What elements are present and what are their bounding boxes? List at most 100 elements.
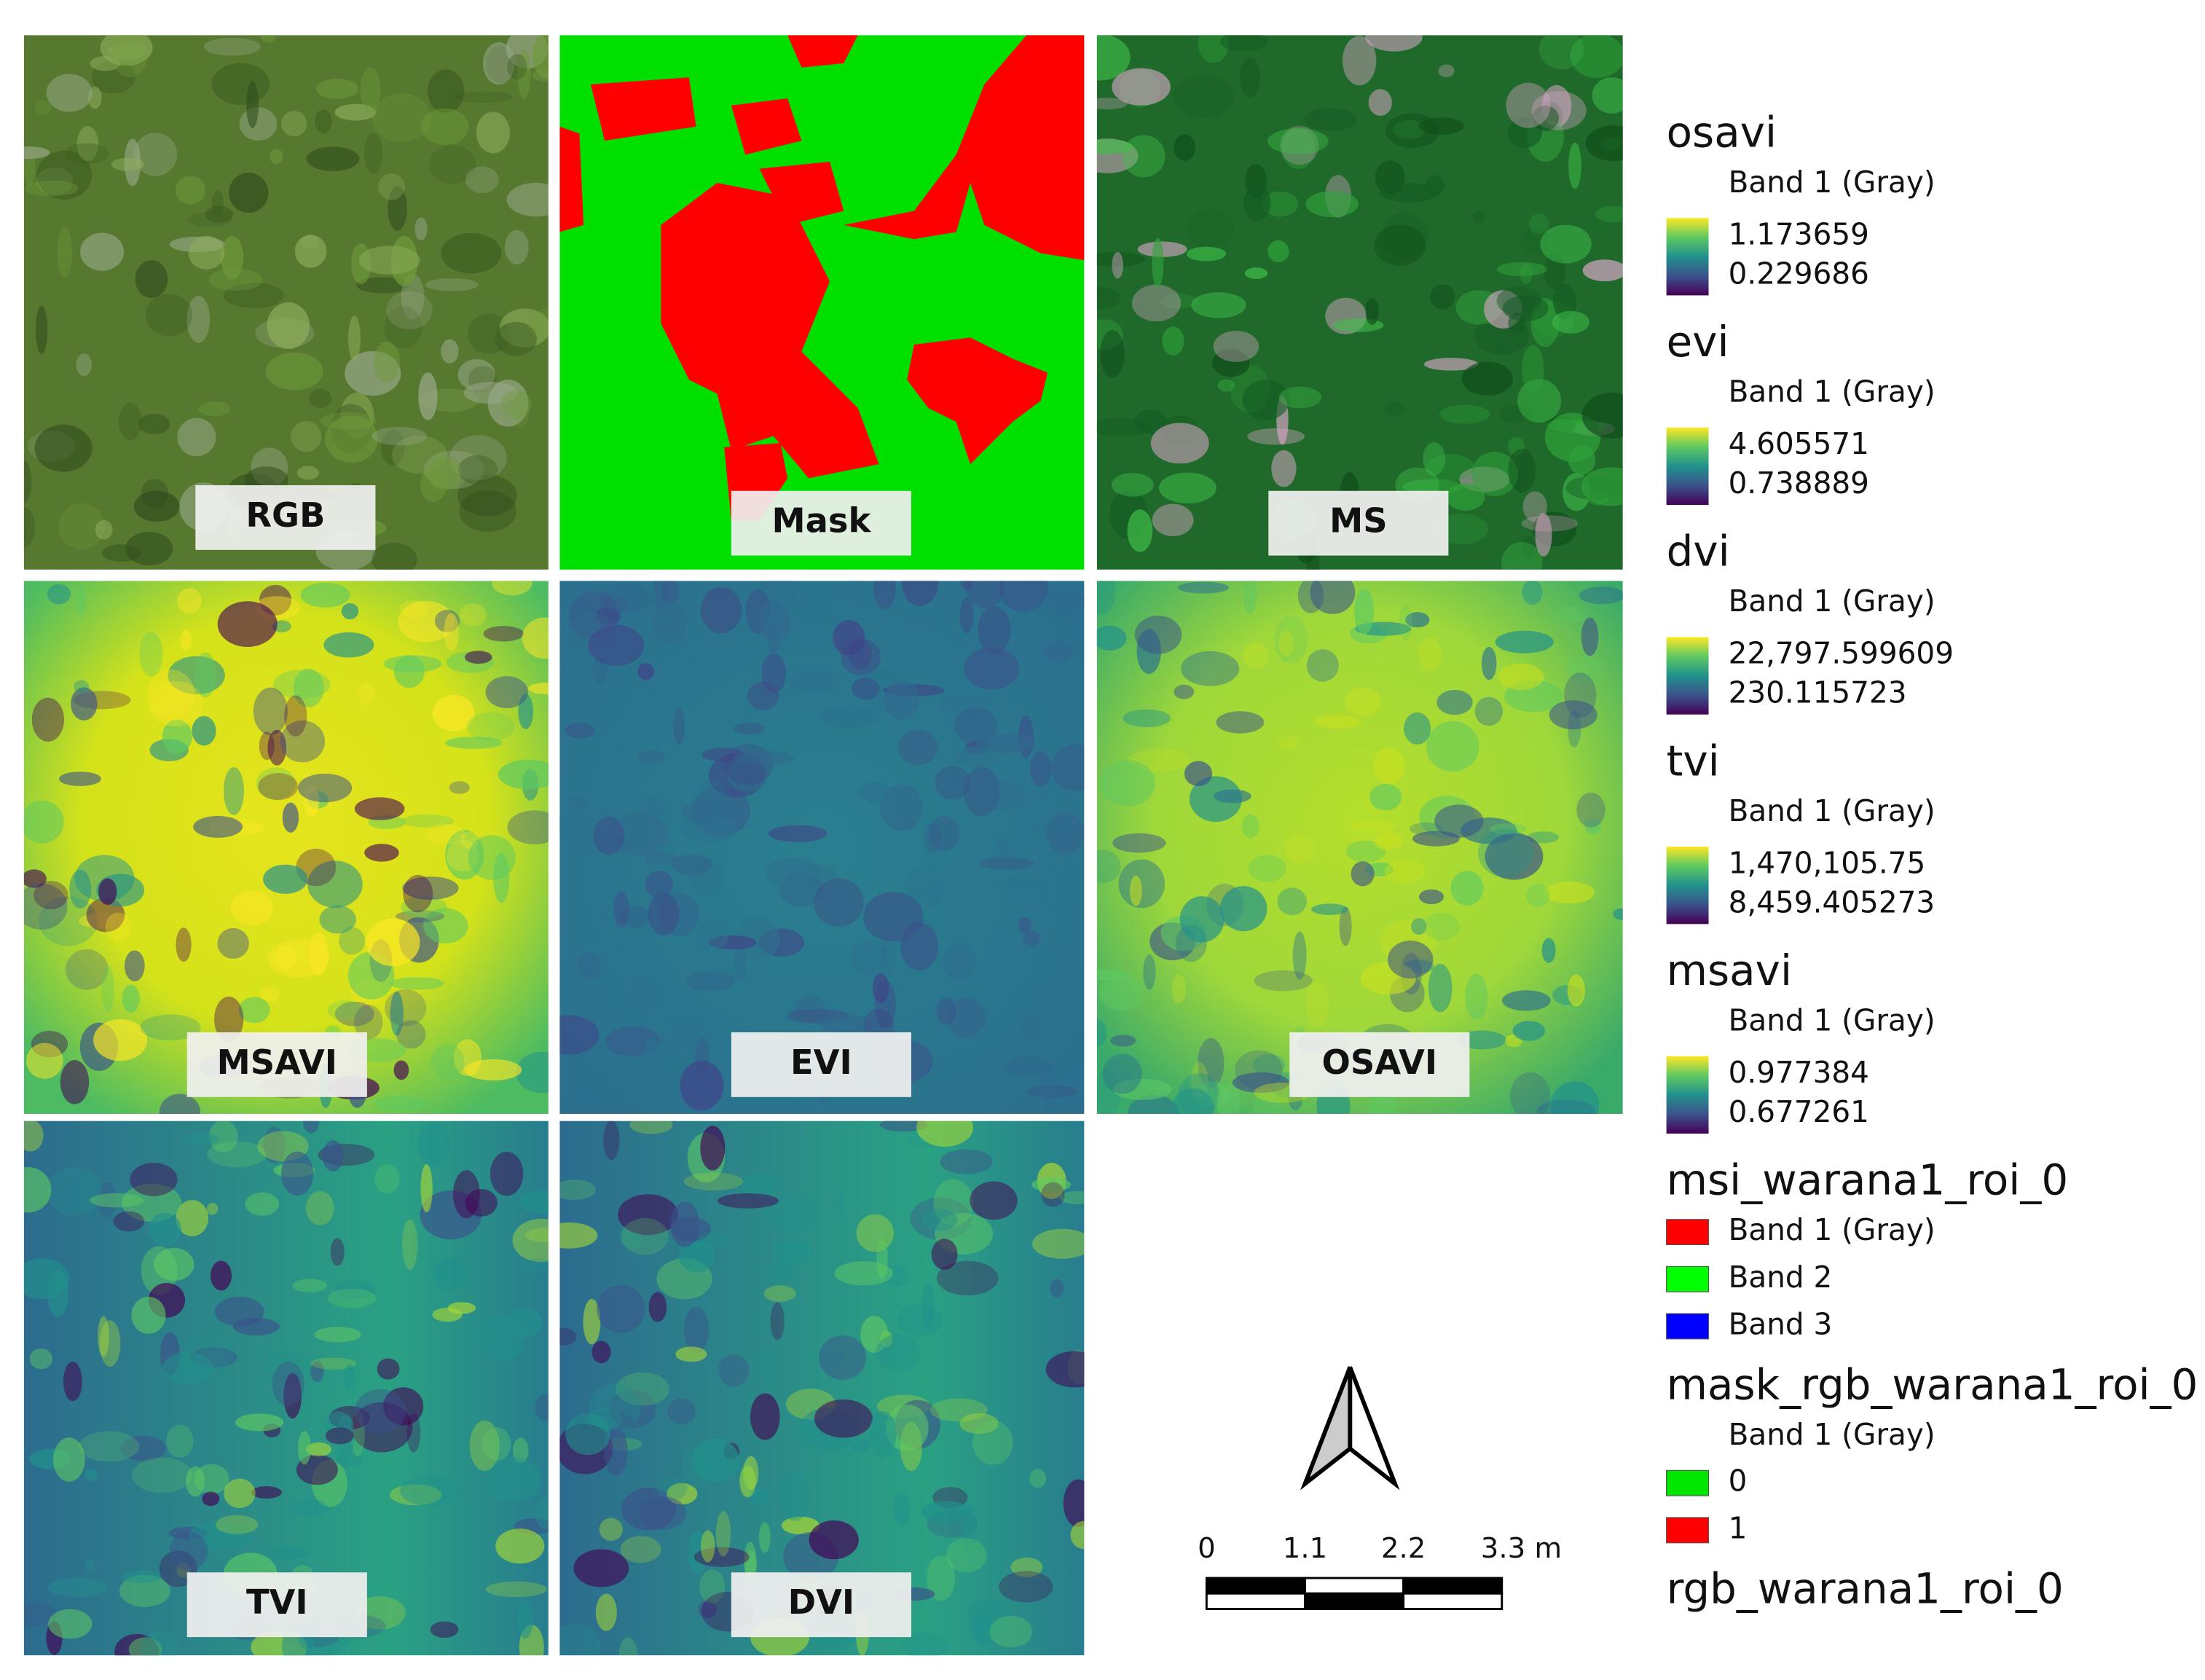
texture: [319, 905, 356, 934]
texture: [1096, 969, 1130, 981]
image-panel: [23, 35, 549, 570]
texture: [1584, 818, 1602, 835]
texture: [616, 1372, 669, 1406]
texture: [1304, 108, 1358, 131]
texture: [457, 474, 517, 517]
texture: [256, 767, 296, 800]
texture: [1297, 581, 1324, 613]
texture: [1522, 581, 1543, 605]
texture: [885, 1404, 929, 1452]
texture: [133, 133, 178, 176]
texture: [57, 227, 73, 278]
texture: [565, 1413, 610, 1456]
texture: [1184, 761, 1213, 787]
texture: [343, 1363, 355, 1392]
texture: [353, 1005, 383, 1040]
texture: [420, 1163, 433, 1213]
texture: [1473, 210, 1485, 224]
texture: [1217, 1083, 1241, 1114]
texture: [690, 858, 723, 895]
texture: [1128, 1095, 1179, 1114]
texture: [794, 995, 826, 1018]
texture: [610, 812, 669, 856]
texture: [1345, 840, 1386, 863]
texture: [1267, 128, 1329, 154]
texture: [765, 857, 823, 888]
texture: [1134, 616, 1182, 654]
texture: [599, 1518, 624, 1542]
texture: [114, 1633, 160, 1656]
texture: [1122, 135, 1166, 178]
texture: [390, 977, 444, 990]
texture: [593, 816, 625, 855]
texture: [1278, 386, 1322, 409]
texture: [466, 712, 515, 742]
texture: [485, 1581, 548, 1598]
texture: [272, 1361, 304, 1406]
texture: [139, 632, 163, 677]
color-ramp: [1666, 1056, 1709, 1134]
texture: [846, 581, 863, 601]
texture: [354, 1389, 406, 1434]
texture: [452, 1170, 480, 1219]
texture: [64, 143, 109, 165]
texture: [1541, 85, 1572, 127]
scale-segment: [1304, 1592, 1405, 1610]
texture: [770, 1302, 785, 1341]
texture: [1339, 906, 1352, 946]
north-arrow-left: [1300, 1366, 1353, 1491]
texture: [1379, 183, 1439, 203]
texture: [517, 1599, 533, 1639]
texture: [964, 647, 1020, 690]
texture: [1278, 630, 1294, 656]
texture: [208, 268, 263, 291]
texture: [79, 232, 125, 271]
texture: [1521, 345, 1544, 394]
image-panel: [1096, 35, 1623, 570]
texture: [678, 1239, 715, 1273]
texture: [1174, 684, 1195, 699]
texture: [978, 606, 1011, 655]
texture: [683, 1306, 710, 1354]
texture: [476, 111, 510, 154]
texture: [1111, 473, 1154, 497]
legend-item: Band 2: [1729, 1260, 1833, 1295]
texture: [588, 624, 645, 666]
texture: [210, 1260, 232, 1291]
texture: [148, 680, 204, 726]
texture: [297, 1431, 311, 1465]
texture: [592, 657, 608, 686]
texture: [1418, 889, 1444, 905]
texture: [213, 996, 244, 1042]
texture: [1248, 855, 1286, 882]
texture: [358, 246, 420, 275]
texture: [900, 922, 939, 970]
texture: [398, 600, 455, 643]
texture: [374, 1095, 426, 1112]
texture: [1096, 35, 1131, 81]
texture: [559, 813, 594, 840]
texture: [900, 1632, 949, 1656]
texture: [1112, 251, 1124, 279]
texture: [291, 421, 322, 452]
texture: [914, 617, 934, 629]
texture: [211, 190, 224, 218]
texture: [519, 1190, 549, 1214]
scale-segment: [1205, 1577, 1306, 1595]
texture: [1495, 630, 1554, 653]
texture: [101, 965, 114, 1013]
texture: [573, 1549, 629, 1587]
texture: [314, 1327, 361, 1343]
texture: [512, 391, 530, 428]
texture: [267, 302, 310, 350]
texture: [432, 1308, 463, 1322]
texture: [323, 632, 374, 658]
texture: [119, 1574, 170, 1607]
texture: [364, 133, 383, 175]
ramp-max: 1,470,105.75: [1729, 845, 1926, 880]
texture: [897, 1303, 943, 1338]
texture: [1070, 1520, 1085, 1550]
texture: [1533, 105, 1560, 131]
texture: [393, 1060, 409, 1080]
texture: [425, 823, 466, 845]
